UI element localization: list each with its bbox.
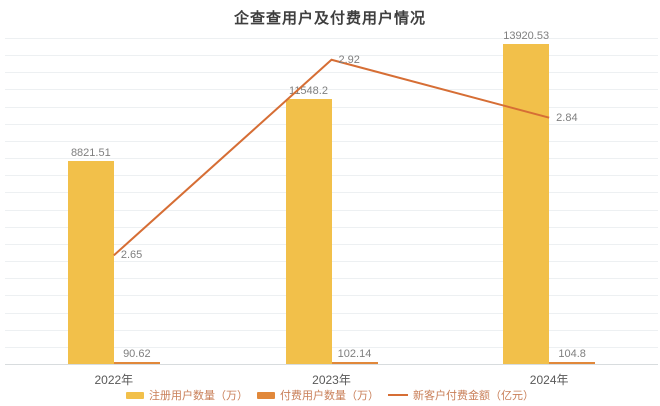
x-tick-label: 2022年: [94, 373, 134, 387]
x-tick-label: 2023年: [312, 373, 351, 387]
bar-paying-2022年: [113, 361, 160, 364]
gridline: [5, 278, 658, 280]
gridline: [5, 38, 658, 39]
gridline: [5, 158, 658, 160]
x-axis-line: [5, 364, 658, 365]
bar-value-label: 90.62: [123, 347, 151, 360]
line-point-label: 2.65: [120, 249, 143, 262]
bar-registered-2023年: [285, 98, 332, 364]
gridline: [5, 89, 658, 91]
new-customer-payment-line-swatch: [388, 394, 408, 396]
gridline: [5, 55, 658, 57]
gridline: [5, 123, 658, 125]
gridline: [5, 106, 658, 108]
gridline: [5, 72, 658, 74]
gridline: [5, 192, 658, 194]
bar-value-label: 104.8: [558, 347, 586, 360]
bar-paying-2023年: [331, 361, 378, 364]
gridline: [5, 346, 658, 348]
gridline: [5, 295, 658, 297]
bar-paying-2024年: [549, 361, 596, 364]
bar-value-label: 13920.53: [503, 30, 550, 43]
legend-item-registered-users: 注册用户数量（万）: [126, 387, 248, 403]
bar-value-label: 8821.51: [70, 147, 111, 160]
legend-label-registered-users: 注册用户数量（万）: [149, 390, 248, 402]
gridline: [5, 140, 658, 142]
gridline: [5, 261, 658, 263]
legend-item-new-customer-payment: 新客户付费金额（亿元）: [388, 387, 534, 403]
gridline: [5, 243, 658, 245]
bar-value-label: 102.14: [337, 347, 372, 360]
gridline: [5, 175, 658, 177]
gridline: [5, 312, 658, 314]
legend-item-paying-users: 付费用户数量（万）: [257, 387, 379, 403]
gridline: [5, 329, 658, 331]
chart-title: 企查查用户及付费用户情况: [233, 10, 426, 27]
legend-label-paying-users: 付费用户数量（万）: [280, 390, 379, 402]
legend: 注册用户数量（万） 付费用户数量（万） 新客户付费金额（亿元）: [0, 387, 660, 403]
x-tick-label: 2024年: [529, 373, 569, 387]
bar-registered-2022年: [67, 161, 114, 364]
bar-registered-2024年: [503, 44, 550, 364]
line-point-label: 2.92: [338, 53, 360, 66]
line-point-label: 2.84: [556, 111, 578, 124]
paying-users-bar-swatch: [257, 391, 275, 399]
gridline: [5, 226, 658, 228]
registered-users-bar-swatch: [126, 391, 144, 399]
gridline: [5, 209, 658, 211]
legend-label-new-customer-payment: 新客户付费金额（亿元）: [413, 390, 534, 402]
